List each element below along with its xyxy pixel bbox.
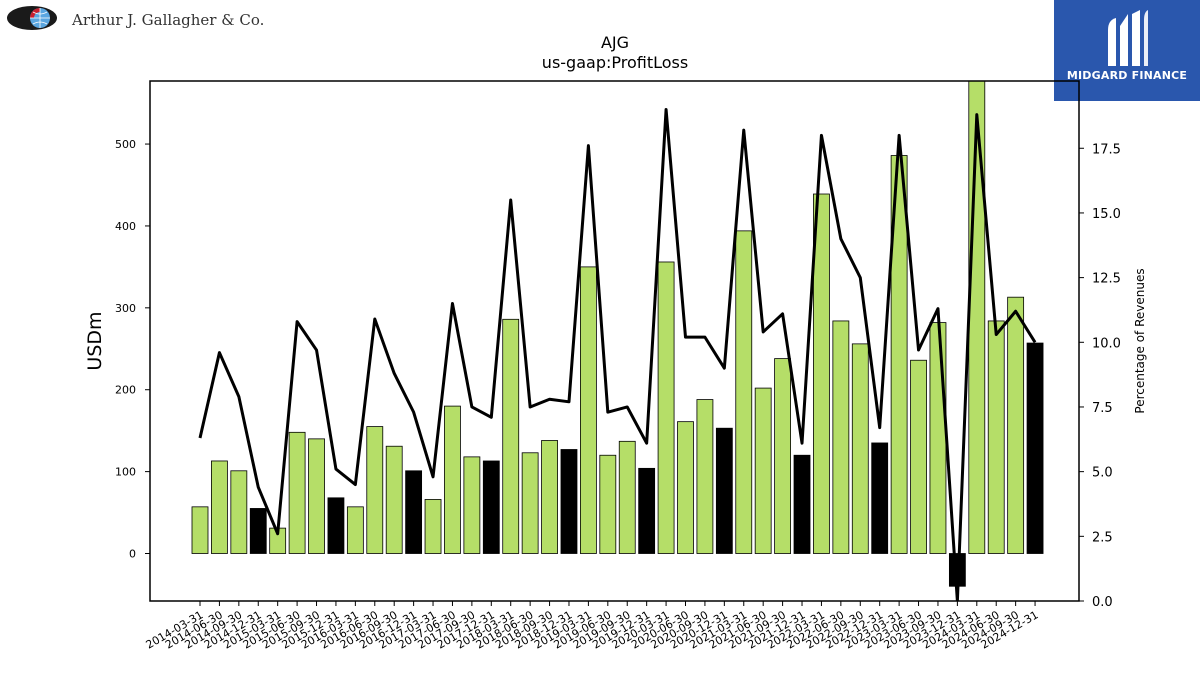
- company-name: Arthur J. Gallagher & Co.: [72, 11, 265, 29]
- y2-tick-label: 10.0: [1092, 336, 1121, 351]
- y-tick-label: 500: [115, 138, 136, 151]
- y2-tick-label: 2.5: [1092, 530, 1113, 545]
- bar-2020-03-31: [657, 261, 675, 554]
- bar-2019-03-31: [580, 266, 597, 554]
- bar-2018-06-30: [521, 452, 539, 554]
- y-tick-label: 400: [115, 220, 136, 233]
- y2-tick-label: 15.0: [1092, 207, 1121, 222]
- bar-2022-06-30: [832, 320, 850, 554]
- plot-frame: [149, 80, 1080, 602]
- company-logo-icon: [7, 6, 57, 30]
- y-tick-label: 100: [115, 466, 136, 479]
- bar-2019-06-30: [599, 454, 617, 554]
- bar-2018-03-31: [502, 318, 520, 554]
- bar-2022-12-31: [871, 442, 889, 554]
- y-tick-label: 300: [115, 302, 136, 315]
- bar-2015-06-30: [288, 431, 306, 554]
- bar-2017-09-30: [463, 456, 481, 554]
- y2-tick-label: 17.5: [1092, 142, 1121, 157]
- bar-2023-09-30: [929, 322, 947, 554]
- company-logo: Arthur J. Gallagher & Co.: [4, 4, 264, 34]
- bar-2014-06-30: [211, 460, 228, 554]
- bar-2022-09-30: [851, 343, 869, 554]
- bar-2020-12-31: [715, 427, 733, 554]
- y-tick-label: 0: [129, 548, 136, 561]
- bar-2019-09-30: [618, 440, 636, 554]
- bar-2014-03-31: [191, 506, 209, 554]
- bar-2016-12-31: [405, 470, 423, 554]
- y2-tick-label: 5.0: [1092, 466, 1113, 481]
- bar-2021-03-31: [735, 230, 753, 554]
- bar-2018-12-31: [560, 449, 578, 554]
- midgard-logo-icon: [1108, 10, 1148, 66]
- line-series: [198, 107, 1037, 601]
- y2-tick-label: 7.5: [1092, 401, 1113, 416]
- bar-2021-12-31: [793, 454, 811, 554]
- chart-title: AJG: [601, 33, 629, 52]
- bar-2018-09-30: [541, 440, 558, 554]
- y2-tick-label: 12.5: [1092, 272, 1121, 287]
- bar-2021-09-30: [774, 358, 791, 554]
- bar-2024-09-30: [1007, 296, 1025, 554]
- bar-series: [191, 81, 1044, 587]
- bar-2024-06-30: [987, 320, 1005, 554]
- y-axis-label: USDm: [84, 311, 106, 370]
- bar-2021-06-30: [754, 387, 772, 554]
- bar-2017-06-30: [444, 405, 461, 554]
- bar-2014-12-31: [249, 508, 267, 554]
- bar-2020-06-30: [677, 421, 694, 554]
- brand-logo: MIDGARD FINANCE: [1054, 0, 1200, 101]
- bar-2016-06-30: [366, 426, 384, 554]
- bar-2014-09-30: [230, 470, 248, 554]
- bar-2017-12-31: [482, 460, 500, 554]
- bar-2024-12-31: [1026, 342, 1044, 554]
- percentage-line: [198, 107, 1037, 601]
- bar-2017-03-31: [424, 499, 442, 554]
- bar-2019-12-31: [638, 467, 656, 554]
- bar-2015-09-30: [308, 438, 325, 554]
- axes: 0 100 200 300 400 500 0.0 2.5 5.0 7.5 10.0 12.5 15.0…: [115, 80, 1121, 652]
- bar-2020-09-30: [696, 399, 714, 554]
- y2-tick-label: 0.0: [1092, 595, 1113, 610]
- chart-subtitle: us-gaap:ProfitLoss: [542, 53, 688, 72]
- bar-2016-09-30: [385, 445, 403, 554]
- bar-2023-06-30: [910, 359, 927, 554]
- y-tick-label: 200: [115, 384, 136, 397]
- brand-name: MIDGARD FINANCE: [1066, 69, 1188, 82]
- y2-axis-label: Percentage of Revenues: [1133, 268, 1147, 413]
- bar-2016-03-31: [346, 506, 364, 554]
- bar-2015-12-31: [327, 497, 345, 554]
- bar-2022-03-31: [813, 193, 830, 554]
